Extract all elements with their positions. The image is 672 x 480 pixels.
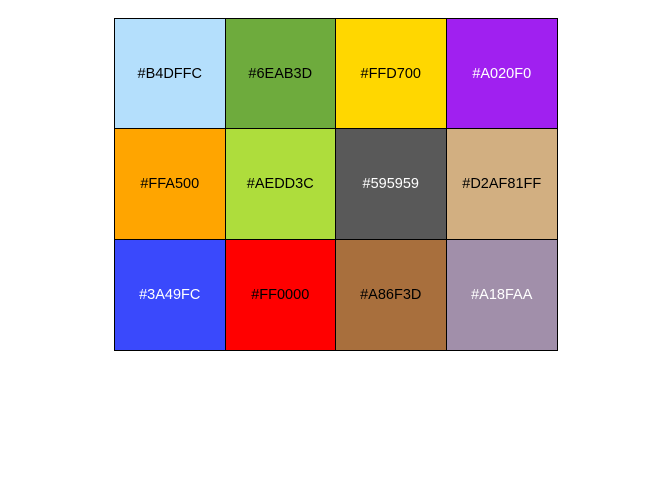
color-swatch: #6EAB3D: [225, 19, 336, 130]
swatch-label: #FFA500: [140, 175, 200, 192]
swatch-label: #A18FAA: [471, 286, 533, 303]
swatch-label: #A020F0: [472, 65, 532, 82]
color-swatch-grid: #B4DFFC #6EAB3D #FFD700 #A020F0 #FFA500 …: [114, 18, 558, 351]
color-swatch: #A86F3D: [336, 239, 447, 350]
color-swatch: #A18FAA: [446, 239, 557, 350]
swatch-label: #595959: [362, 175, 419, 192]
swatch-label: #B4DFFC: [137, 65, 202, 82]
swatch-label: #D2AF81FF: [462, 175, 542, 192]
color-swatch: #AEDD3C: [225, 129, 336, 240]
swatch-label: #FF0000: [251, 286, 310, 303]
swatch-label: #6EAB3D: [248, 65, 313, 82]
color-swatch: #A020F0: [446, 19, 557, 130]
color-swatch: #B4DFFC: [115, 19, 226, 130]
color-swatch: #3A49FC: [115, 239, 226, 350]
color-swatch: #595959: [336, 129, 447, 240]
swatch-label: #3A49FC: [139, 286, 201, 303]
swatch-label: #FFD700: [360, 65, 421, 82]
color-swatch: #D2AF81FF: [446, 129, 557, 240]
color-swatch: #FF0000: [225, 239, 336, 350]
swatch-label: #AEDD3C: [246, 175, 314, 192]
swatch-label: #A86F3D: [360, 286, 422, 303]
color-swatch: #FFD700: [336, 19, 447, 130]
color-swatch: #FFA500: [115, 129, 226, 240]
